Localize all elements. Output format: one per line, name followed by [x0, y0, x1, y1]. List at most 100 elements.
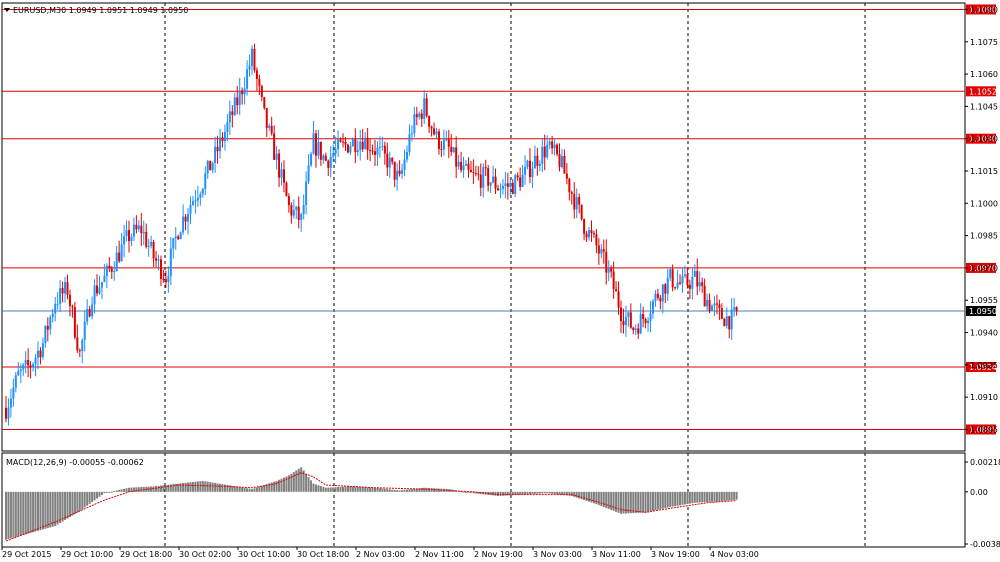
- macd-histogram-bar: [659, 491, 662, 510]
- x-axis-tick-label: 29 Oct 2015: [2, 550, 51, 559]
- macd-histogram-bar: [201, 480, 204, 492]
- macd-histogram-bar: [339, 486, 342, 492]
- bull-candle: [600, 249, 603, 254]
- bear-candle: [260, 86, 263, 97]
- macd-histogram-bar: [511, 491, 514, 496]
- macd-histogram-bar: [98, 491, 101, 497]
- level-price-label: 1.1052: [969, 87, 997, 96]
- macd-histogram-bar: [450, 489, 453, 492]
- macd-histogram-bar: [155, 486, 158, 492]
- bear-candle: [637, 328, 640, 334]
- macd-histogram-bar: [187, 482, 190, 492]
- y-axis-tick-label: 1.0940: [970, 329, 998, 338]
- macd-histogram-bar: [312, 483, 315, 492]
- macd-histogram-bar: [344, 486, 347, 492]
- macd-histogram-bar: [258, 486, 261, 492]
- macd-histogram-bar: [319, 486, 322, 492]
- bear-candle: [420, 113, 423, 119]
- bear-candle: [346, 144, 349, 153]
- macd-histogram-bar: [558, 491, 561, 495]
- bull-candle: [174, 236, 177, 239]
- macd-signal-line: [5, 472, 737, 542]
- bull-candle: [307, 165, 310, 182]
- bull-candle: [693, 271, 696, 277]
- macd-histogram-bar: [238, 487, 241, 492]
- macd-histogram-bar: [24, 491, 27, 535]
- macd-histogram-bar: [182, 483, 185, 492]
- macd-histogram-bar: [49, 491, 52, 528]
- bear-candle: [391, 157, 394, 162]
- macd-histogram-bar: [506, 491, 509, 496]
- macd-histogram-bar: [528, 491, 531, 495]
- macd-histogram-bar: [354, 486, 357, 492]
- bull-candle: [410, 133, 413, 135]
- bear-candle: [477, 173, 480, 175]
- macd-histogram-bar: [479, 491, 482, 495]
- bull-candle: [204, 173, 207, 189]
- chart-menu-triangle-icon[interactable]: [4, 8, 10, 12]
- bull-candle: [130, 236, 133, 242]
- bear-candle: [140, 225, 143, 234]
- bull-candle: [93, 285, 96, 305]
- level-price-tag: [966, 4, 996, 15]
- bull-candle: [651, 301, 654, 314]
- macd-histogram-bar: [68, 491, 71, 518]
- bull-candle: [302, 205, 305, 214]
- bear-candle: [216, 146, 219, 152]
- bull-candle: [647, 320, 650, 324]
- bull-candle: [226, 122, 229, 132]
- bull-candle: [238, 90, 241, 106]
- macd-histogram-bar: [437, 488, 440, 492]
- bear-candle: [610, 267, 613, 272]
- bear-candle: [433, 128, 436, 135]
- macd-histogram-bar: [398, 490, 401, 492]
- macd-histogram-bar: [541, 491, 544, 494]
- macd-histogram-bar: [499, 491, 502, 496]
- bear-candle: [118, 252, 121, 262]
- bull-candle: [142, 231, 145, 234]
- bear-candle: [686, 274, 689, 286]
- macd-histogram-bar: [307, 477, 310, 492]
- bear-candle: [583, 219, 586, 234]
- macd-histogram-bar: [492, 491, 495, 496]
- macd-histogram-bar: [671, 491, 674, 507]
- macd-histogram-bar: [189, 482, 192, 492]
- macd-histogram-bar: [285, 476, 288, 492]
- bull-candle: [654, 293, 657, 302]
- bull-candle: [206, 160, 209, 174]
- macd-histogram-bar: [5, 491, 7, 540]
- macd-histogram-bar: [374, 487, 376, 492]
- bear-candle: [342, 141, 345, 143]
- bear-candle: [339, 139, 342, 142]
- macd-histogram-bar: [565, 491, 568, 496]
- macd-histogram-bar: [538, 491, 541, 494]
- bear-candle: [543, 146, 546, 158]
- macd-histogram-bar: [327, 487, 330, 492]
- macd-histogram-bar: [381, 488, 384, 492]
- bear-candle: [78, 350, 81, 352]
- x-axis-tick-label: 3 Nov 03:00: [533, 550, 582, 559]
- bear-candle: [430, 126, 433, 129]
- bull-candle: [191, 201, 194, 205]
- bear-candle: [145, 231, 148, 247]
- current-price-label: 1.0950: [969, 307, 997, 316]
- bull-candle: [251, 48, 253, 66]
- bull-candle: [681, 276, 684, 284]
- symbol-header: EURUSD,M30 1.0949 1.0951 1.0949 1.0950: [13, 6, 188, 15]
- macd-histogram-bar: [268, 483, 271, 492]
- macd-histogram-bar: [637, 491, 640, 513]
- macd-histogram-bar: [403, 489, 406, 492]
- bear-candle: [361, 141, 364, 150]
- macd-histogram-bar: [428, 488, 431, 492]
- bear-candle: [287, 196, 290, 206]
- macd-histogram-bar: [324, 487, 327, 492]
- macd-histogram-bar: [632, 491, 635, 514]
- macd-histogram-bar: [157, 485, 160, 492]
- macd-histogram-bar: [332, 487, 335, 492]
- bull-candle: [113, 271, 116, 273]
- bull-candle: [194, 200, 197, 202]
- bull-candle: [588, 230, 591, 238]
- bear-candle: [258, 79, 261, 87]
- bear-candle: [659, 297, 662, 302]
